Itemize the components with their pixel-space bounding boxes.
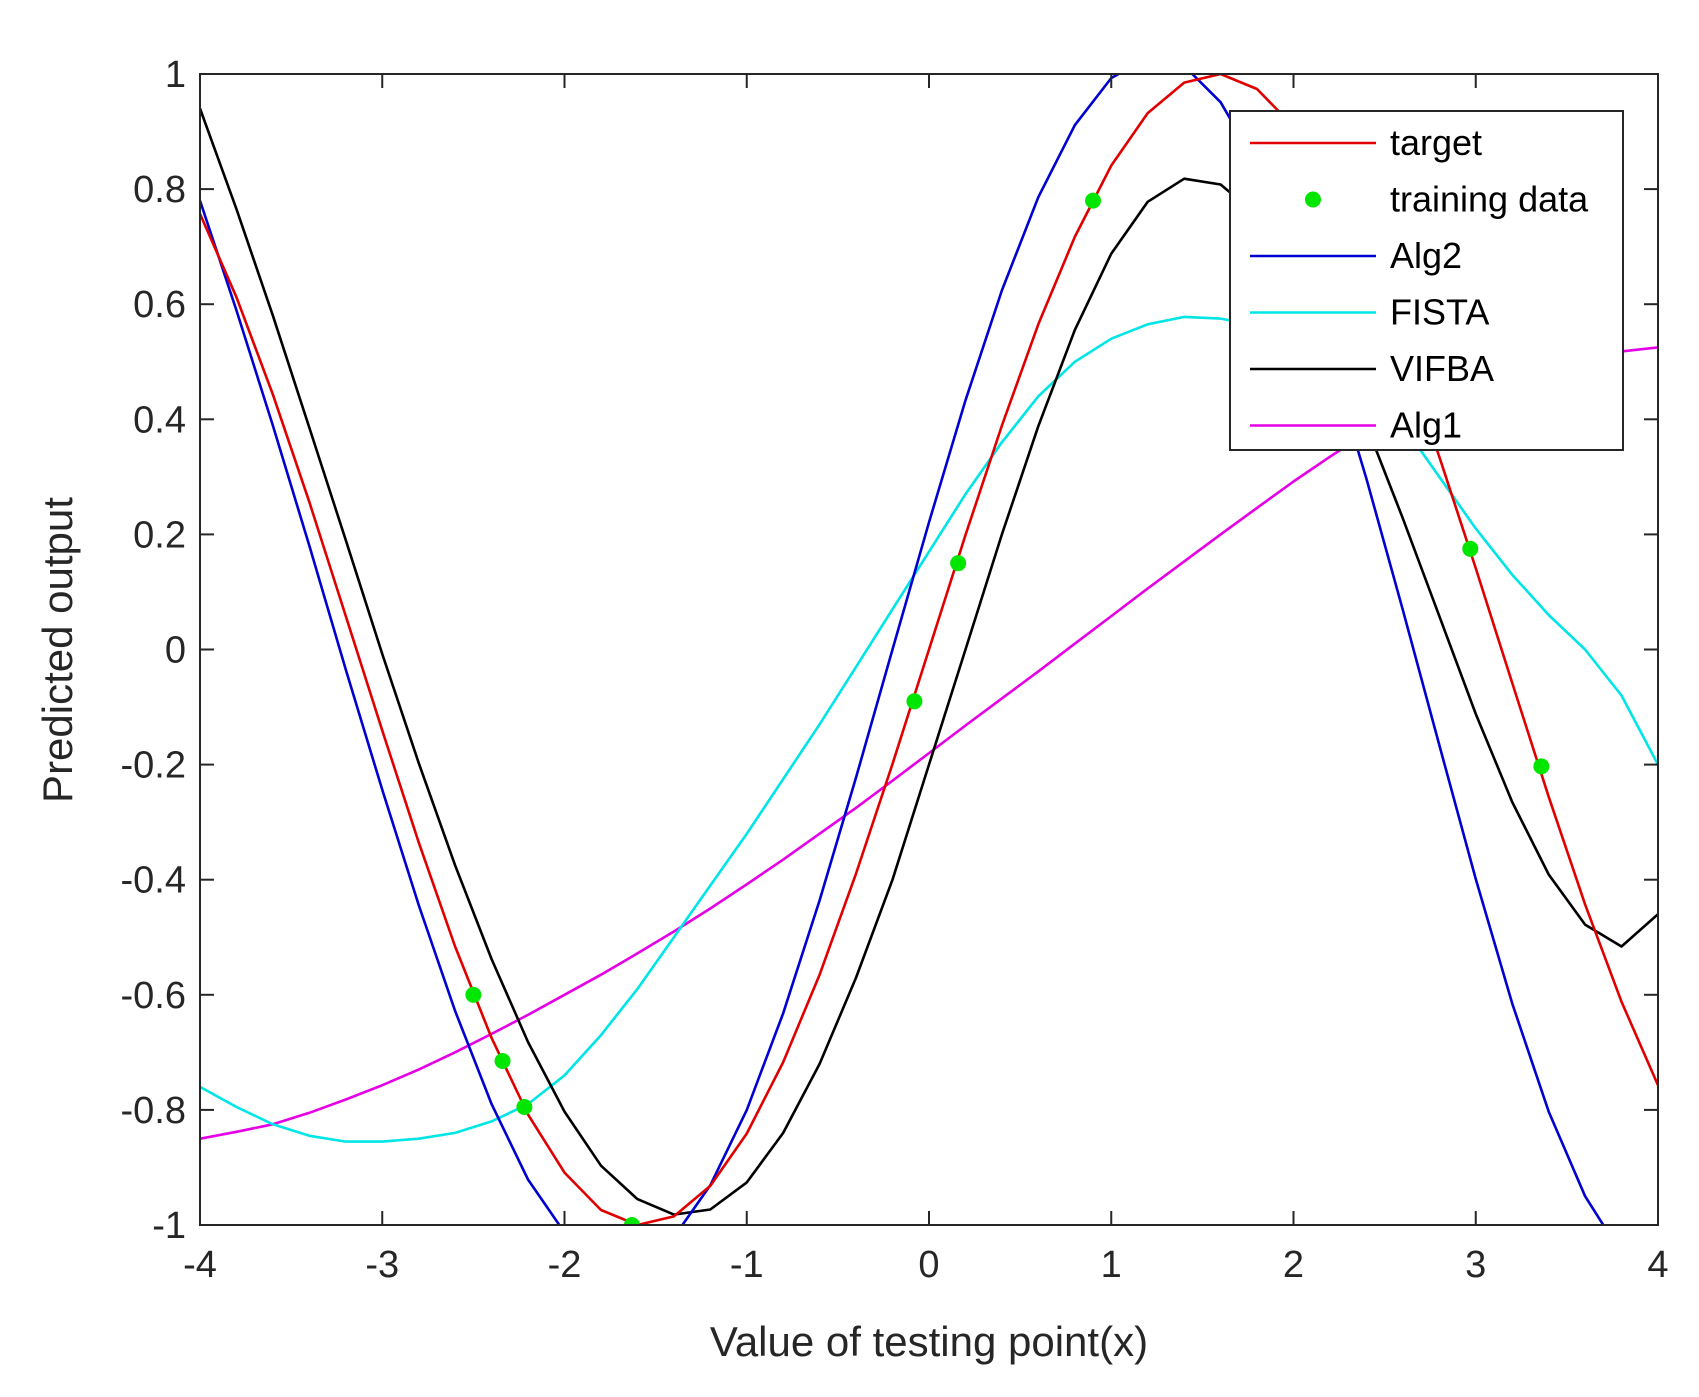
legend-label-target: target	[1390, 122, 1482, 163]
legend-entries: target training data Alg2 FISTA VIFBA Alg1	[1250, 122, 1589, 446]
legend-label-vifba: VIFBA	[1390, 348, 1494, 389]
legend-label-training-data: training data	[1390, 179, 1589, 220]
legend-marker-training-data	[1305, 191, 1321, 208]
x-tick-label: 2	[1283, 1244, 1304, 1286]
x-tick-label: 0	[918, 1244, 939, 1286]
legend-label-alg1: Alg1	[1390, 405, 1462, 446]
y-tick-label: 0.6	[133, 284, 186, 326]
x-tick-label: 1	[1101, 1244, 1122, 1286]
training-data-point	[516, 1099, 533, 1116]
y-tick-label: 0.4	[133, 399, 186, 441]
x-tick-label: 4	[1647, 1244, 1668, 1286]
legend-box	[1229, 110, 1624, 451]
series-line-alg2	[200, 74, 1605, 1225]
y-tick-label: 0	[165, 630, 186, 672]
y-axis-label: Predicted output	[34, 497, 81, 803]
x-tick-label: -1	[730, 1244, 764, 1286]
training-data-point	[1533, 758, 1550, 775]
legend: target training data Alg2 FISTA VIFBA Alg1	[1229, 110, 1624, 451]
y-tick-label: -0.8	[121, 1090, 186, 1132]
y-tick-label: -1	[152, 1205, 186, 1247]
training-data-point	[465, 986, 482, 1003]
y-tick-label: 1	[165, 54, 186, 96]
series-layer	[200, 74, 1658, 1225]
x-tick-label: -2	[548, 1244, 582, 1286]
training-data-point	[906, 693, 923, 710]
training-data-point	[1462, 540, 1479, 557]
y-tick-label: 0.2	[133, 514, 186, 556]
tick-layer: -4 -3 -2 -1 0 1 2 3 4 -1 -0.8 -0.6 -0.4 -0.2 0 0.2 0.4 0.…	[121, 54, 1669, 1286]
y-tick-label: 0.8	[133, 169, 186, 211]
legend-label-fista: FISTA	[1390, 292, 1489, 333]
x-tick-label: -4	[183, 1244, 217, 1286]
x-axis-label: Value of testing point(x)	[710, 1318, 1148, 1365]
training-data-point	[950, 555, 967, 572]
training-data-point	[1085, 192, 1102, 209]
series-line-vifba	[200, 108, 1658, 1216]
x-tick-label: -3	[365, 1244, 399, 1286]
y-tick-label: -0.2	[121, 745, 186, 787]
training-data-point	[623, 1217, 640, 1225]
legend-label-alg2: Alg2	[1390, 235, 1462, 276]
x-tick-label: 3	[1465, 1244, 1486, 1286]
y-tick-label: -0.4	[121, 860, 186, 902]
y-tick-label: -0.6	[121, 975, 186, 1017]
training-data-point	[494, 1052, 511, 1069]
